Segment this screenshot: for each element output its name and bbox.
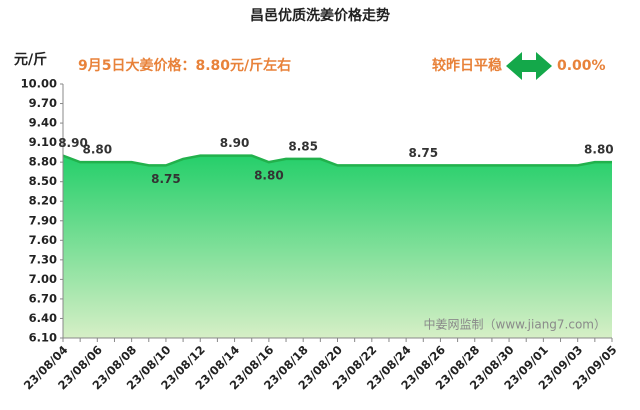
area: [63, 155, 612, 338]
y-tick-label: 8.20: [29, 194, 57, 208]
y-tick-label: 7.00: [29, 272, 57, 286]
y-tick-label: 7.60: [29, 233, 57, 247]
y-tick-label: 10.00: [21, 77, 57, 91]
y-tick-label: 9.70: [29, 96, 57, 110]
line: [62, 154, 612, 167]
y-tick-label: 6.70: [29, 291, 57, 305]
data-label: 8.80: [584, 143, 614, 157]
data-label: 8.80: [254, 169, 284, 183]
data-label: 8.75: [151, 172, 181, 186]
y-tick-label: 9.10: [29, 135, 57, 149]
y-tick-label: 7.90: [29, 213, 57, 227]
data-label: 8.85: [288, 139, 318, 153]
y-tick-label: 7.30: [29, 252, 57, 266]
data-label: 8.80: [83, 143, 113, 157]
watermark: 中姜网监制（www.jiang7.com）: [424, 317, 606, 332]
data-label: 8.75: [408, 146, 438, 160]
data-label: 8.90: [58, 136, 88, 150]
y-unit: 元/斤: [14, 51, 47, 68]
chart-title: 昌邑优质洗姜价格走势: [250, 7, 390, 24]
y-tick-label: 6.40: [29, 311, 57, 325]
change-label: 较昨日平稳: [432, 57, 502, 74]
y-tick-label: 9.40: [29, 116, 57, 130]
annotation: 9月5日大姜价格：8.80元/斤左右: [78, 57, 291, 74]
y-tick-label: 6.10: [29, 331, 57, 345]
plot: 6.10 6.40 6.70 7.00 7.30 7.60 7.90 8.20 8.50 8.80…: [21, 77, 620, 393]
arrow-icon: [506, 52, 552, 80]
change-value: 0.00%: [557, 58, 606, 74]
y-tick-label: 8.50: [29, 174, 57, 188]
data-label: 8.90: [220, 136, 250, 150]
y-tick-label: 8.80: [29, 155, 57, 169]
